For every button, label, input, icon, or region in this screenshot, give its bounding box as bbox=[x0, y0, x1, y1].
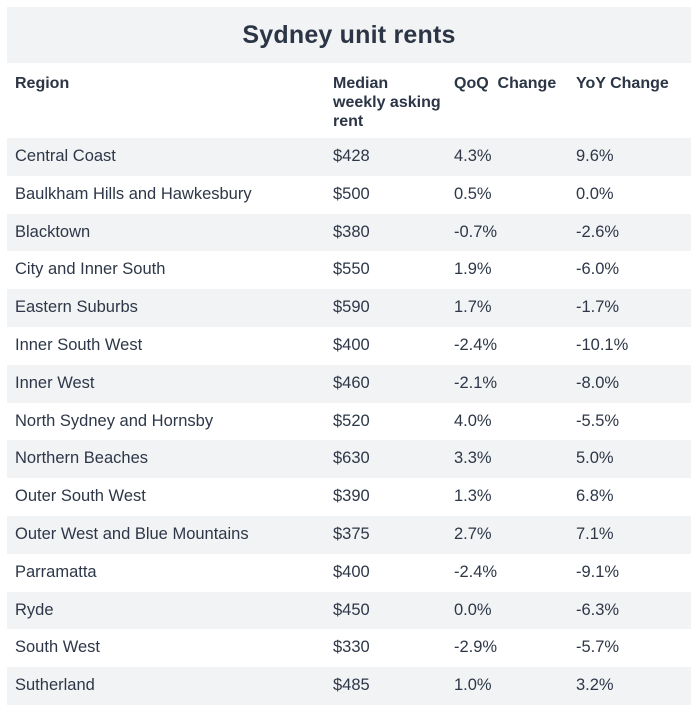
table-row: Inner West $460 -2.1% -8.0% bbox=[7, 364, 691, 403]
rent-cell: $550 bbox=[333, 260, 370, 279]
rent-cell: $380 bbox=[333, 222, 370, 241]
yoy-cell: -10.1% bbox=[576, 335, 629, 354]
yoy-cell: -6.3% bbox=[576, 600, 620, 619]
table-row: City and Inner South $550 1.9% -6.0% bbox=[7, 251, 691, 290]
yoy-cell: 6.8% bbox=[576, 487, 614, 506]
rent-cell: $590 bbox=[333, 298, 370, 317]
region-cell: Outer West and Blue Mountains bbox=[15, 524, 249, 543]
region-cell: Blacktown bbox=[15, 222, 91, 241]
table-row: Outer West and Blue Mountains $375 2.7% 7.1… bbox=[7, 515, 691, 554]
rent-cell: $630 bbox=[333, 449, 370, 468]
yoy-cell: 0.0% bbox=[576, 184, 614, 203]
yoy-cell: -1.7% bbox=[576, 298, 620, 317]
rent-cell: $390 bbox=[333, 487, 370, 506]
header-median-rent: Median weekly asking rent bbox=[333, 75, 441, 130]
yoy-cell: 3.2% bbox=[576, 676, 614, 695]
yoy-cell: -5.7% bbox=[576, 638, 620, 657]
qoq-cell: 0.0% bbox=[454, 600, 492, 619]
table-header: Region Median weekly asking rent QoQ Cha… bbox=[7, 63, 691, 138]
yoy-cell: -9.1% bbox=[576, 562, 620, 581]
region-cell: Inner South West bbox=[15, 335, 143, 354]
yoy-cell: -8.0% bbox=[576, 373, 620, 392]
yoy-cell: 5.0% bbox=[576, 449, 614, 468]
yoy-cell: -5.5% bbox=[576, 411, 620, 430]
rent-cell: $460 bbox=[333, 373, 370, 392]
table-row: Outer South West $390 1.3% 6.8% bbox=[7, 478, 691, 516]
table-row: Parramatta $400 -2.4% -9.1% bbox=[7, 553, 691, 592]
yoy-cell: 9.6% bbox=[576, 147, 614, 165]
table-row: South West $330 -2.9% -5.7% bbox=[7, 629, 691, 668]
rent-cell: $400 bbox=[333, 335, 370, 354]
region-cell: City and Inner South bbox=[15, 260, 166, 279]
region-cell: South West bbox=[15, 638, 100, 657]
table-row: Inner South West $400 -2.4% -10.1% bbox=[7, 326, 691, 365]
region-cell: Eastern Suburbs bbox=[15, 298, 138, 317]
region-cell: North Sydney and Hornsby bbox=[15, 411, 214, 430]
table-row: Baulkham Hills and Hawkesbury $500 0.5% 0.0… bbox=[7, 175, 691, 214]
header-yoy-change: YoY Change bbox=[576, 75, 669, 92]
rent-cell: $400 bbox=[333, 562, 370, 581]
region-cell: Central Coast bbox=[15, 147, 116, 165]
table-row: Central Coast $428 4.3% 9.6% bbox=[7, 138, 691, 176]
qoq-cell: 1.0% bbox=[454, 676, 492, 695]
table-row: North Sydney and Hornsby $520 4.0% -5.5% bbox=[7, 402, 691, 441]
qoq-cell: 2.7% bbox=[454, 524, 492, 543]
rent-cell: $330 bbox=[333, 638, 370, 657]
qoq-cell: 4.0% bbox=[454, 411, 492, 430]
rent-cell: $520 bbox=[333, 411, 370, 430]
table-body: Central Coast $428 4.3% 9.6% Baulkham Hills … bbox=[7, 138, 691, 705]
region-cell: Outer South West bbox=[15, 487, 146, 506]
region-cell: Parramatta bbox=[15, 562, 97, 581]
table-row: Sutherland $485 1.0% 3.2% bbox=[7, 667, 691, 705]
rent-cell: $485 bbox=[333, 676, 370, 695]
region-cell: Inner West bbox=[15, 373, 95, 392]
yoy-cell: 7.1% bbox=[576, 524, 614, 543]
header-qoq-change: QoQ Change bbox=[454, 75, 557, 92]
rent-cell: $428 bbox=[333, 147, 370, 165]
qoq-cell: 4.3% bbox=[454, 147, 492, 165]
table-row: Blacktown $380 -0.7% -2.6% bbox=[7, 213, 691, 252]
rent-cell: $500 bbox=[333, 184, 370, 203]
qoq-cell: -2.4% bbox=[454, 562, 498, 581]
region-cell: Northern Beaches bbox=[15, 449, 148, 468]
qoq-cell: 1.3% bbox=[454, 487, 492, 506]
region-cell: Baulkham Hills and Hawkesbury bbox=[15, 184, 252, 203]
qoq-cell: 3.3% bbox=[454, 449, 492, 468]
rents-table: Sydney unit rents Region Median weekly a… bbox=[7, 7, 691, 705]
qoq-cell: -2.4% bbox=[454, 335, 498, 354]
table-row: Ryde $450 0.0% -6.3% bbox=[7, 591, 691, 630]
rent-cell: $450 bbox=[333, 600, 370, 619]
rent-cell: $375 bbox=[333, 524, 370, 543]
table-row: Northern Beaches $630 3.3% 5.0% bbox=[7, 440, 691, 479]
qoq-cell: -0.7% bbox=[454, 222, 498, 241]
qoq-cell: -2.9% bbox=[454, 638, 498, 657]
table-title: Sydney unit rents bbox=[242, 20, 456, 49]
region-cell: Sutherland bbox=[15, 676, 95, 695]
qoq-cell: 1.7% bbox=[454, 298, 492, 317]
region-cell: Ryde bbox=[15, 600, 54, 619]
yoy-cell: -6.0% bbox=[576, 260, 620, 279]
table-row: Eastern Suburbs $590 1.7% -1.7% bbox=[7, 289, 691, 327]
qoq-cell: 0.5% bbox=[454, 184, 492, 203]
qoq-cell: 1.9% bbox=[454, 260, 492, 279]
qoq-cell: -2.1% bbox=[454, 373, 498, 392]
header-region: Region bbox=[15, 75, 70, 92]
yoy-cell: -2.6% bbox=[576, 222, 620, 241]
